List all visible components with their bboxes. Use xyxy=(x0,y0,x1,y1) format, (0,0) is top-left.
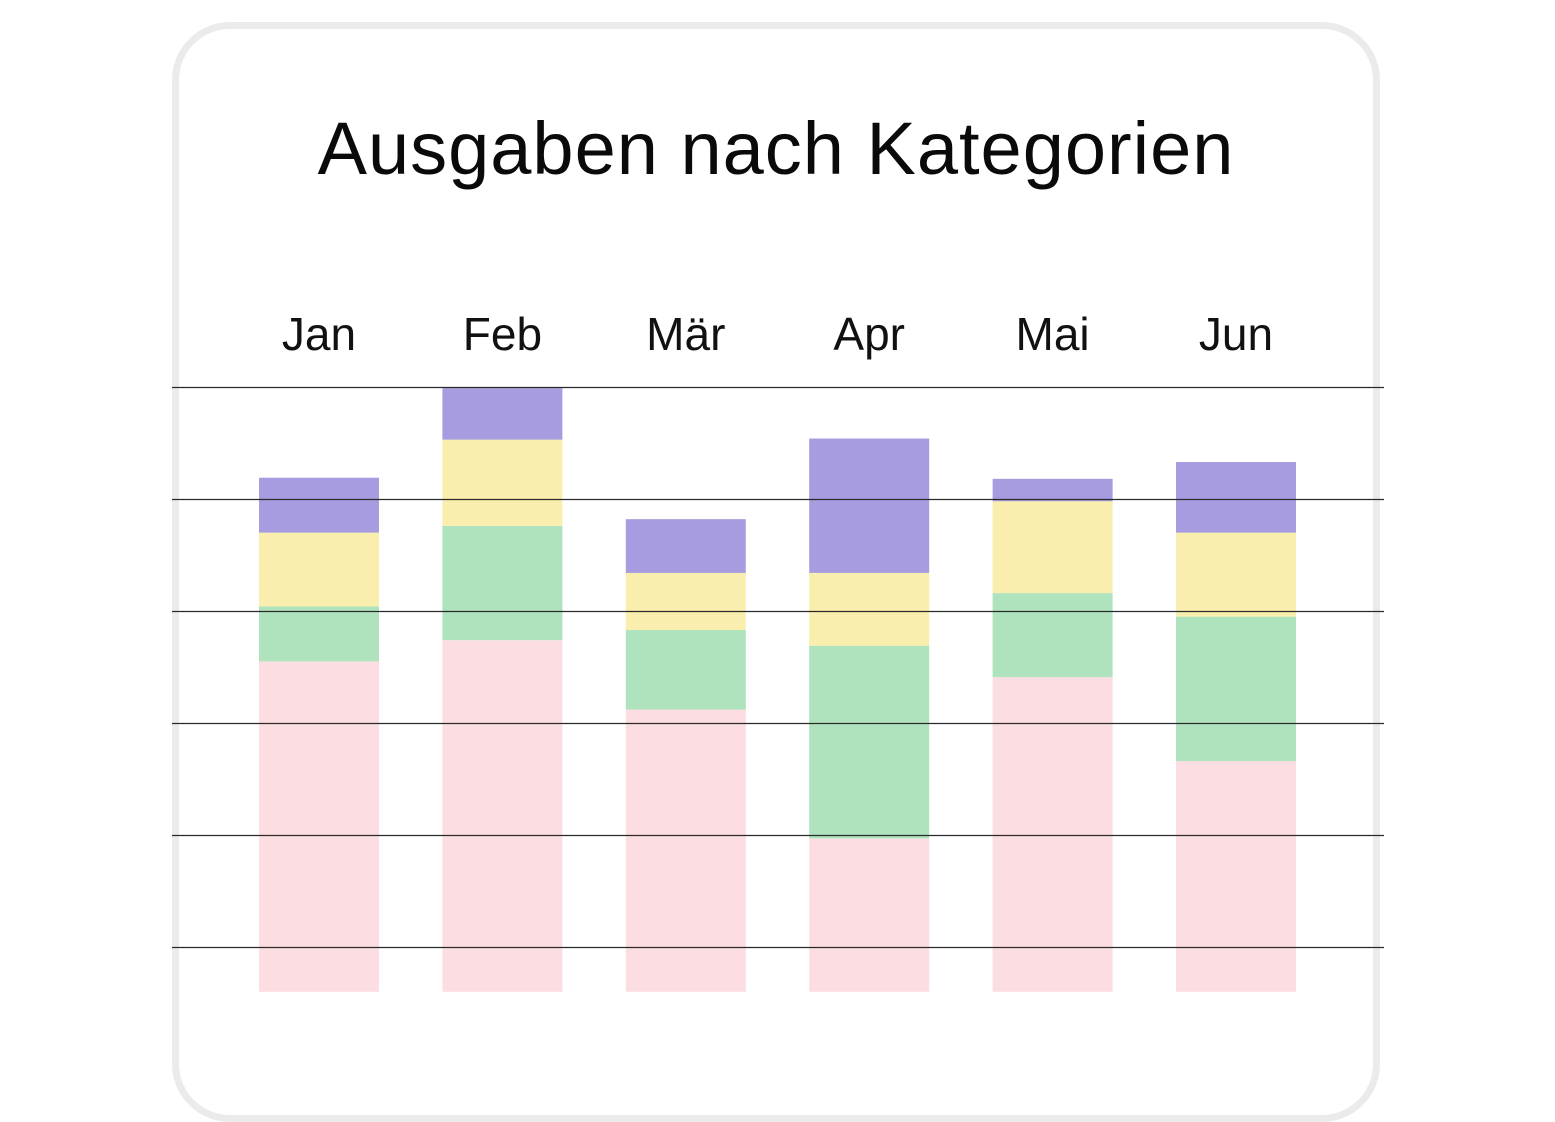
bar-segment xyxy=(442,640,563,992)
bar-segment xyxy=(992,478,1113,502)
bar-segment xyxy=(1176,616,1296,762)
bar-segment xyxy=(992,593,1113,678)
category-labels: Jan Feb Mär Apr Mai Jun xyxy=(282,308,1273,360)
category-label: Jun xyxy=(1199,308,1273,360)
bar-segment xyxy=(259,661,379,992)
stacked-bar-chart: Jan Feb Mär Apr Mai Jun xyxy=(172,308,1384,992)
category-label: Apr xyxy=(833,308,905,360)
bar-segment xyxy=(259,477,379,533)
category-label: Feb xyxy=(463,308,542,360)
category-label: Mai xyxy=(1016,308,1090,360)
bar-segment xyxy=(259,606,379,662)
bar-segment xyxy=(625,572,746,631)
bar-segment xyxy=(992,501,1113,594)
bar-segment xyxy=(1176,761,1296,992)
bar-segment xyxy=(625,709,746,992)
bar-segment xyxy=(625,519,746,573)
bar-segment xyxy=(1176,532,1296,617)
gridlines xyxy=(172,386,1384,949)
bar-segment xyxy=(625,630,746,710)
bar-segment xyxy=(1176,462,1296,533)
bar-segment xyxy=(809,438,930,573)
bar-segment xyxy=(442,388,563,440)
category-label: Jan xyxy=(282,308,356,360)
chart-title: Ausgaben nach Kategorien xyxy=(317,107,1235,190)
bars-group xyxy=(259,388,1296,992)
bar-segment xyxy=(442,525,563,641)
category-label: Mär xyxy=(646,308,725,360)
bar-segment xyxy=(809,645,930,839)
bar-segment xyxy=(992,677,1113,992)
bar-segment xyxy=(442,439,563,526)
bar-segment xyxy=(259,532,379,607)
bar-segment xyxy=(809,572,930,646)
bar-segment xyxy=(809,838,930,992)
